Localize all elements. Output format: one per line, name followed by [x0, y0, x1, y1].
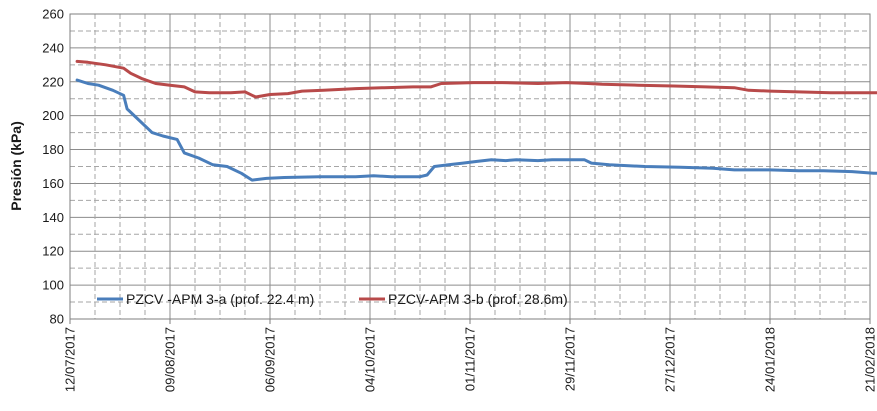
y-tick-label: 140: [42, 210, 64, 225]
y-tick-label: 80: [50, 312, 64, 327]
x-tick-label: 06/09/2017: [263, 327, 278, 392]
y-axis-title: Presión (kPa): [8, 121, 24, 210]
y-tick-label: 100: [42, 278, 64, 293]
y-tick-label: 180: [42, 142, 64, 157]
x-tick-label: 29/11/2017: [563, 327, 578, 391]
plot-area-border: [69, 13, 871, 320]
x-tick-label: 27/12/2017: [663, 327, 678, 392]
x-tick-label: 01/11/2017: [463, 327, 478, 391]
y-tick-label: 200: [42, 108, 64, 123]
y-tick-label: 220: [42, 74, 64, 89]
x-tick-label: 12/07/2017: [63, 327, 78, 392]
x-tick-label: 04/10/2017: [363, 327, 378, 392]
grid-layer: [69, 13, 871, 324]
series-layer: [75, 59, 877, 182]
x-tick-label: 24/01/2018: [763, 327, 778, 392]
x-tick-label: 09/08/2017: [163, 327, 178, 392]
series-line-1: [75, 78, 877, 182]
y-tick-label: 240: [42, 40, 64, 55]
y-tick-label: 120: [42, 244, 64, 259]
y-tick-label: 160: [42, 176, 64, 191]
legend-label-2: PZCV-APM 3-b (prof. 28.6m): [388, 291, 568, 307]
series-line-2: [75, 59, 877, 99]
legend-label-1: PZCV -APM 3-a (prof. 22.4 m): [126, 291, 314, 307]
x-tick-label: 21/02/2018: [863, 327, 877, 392]
y-tick-labels: 80 100 120 140 160 180 200 220 240 260: [42, 7, 64, 327]
x-tick-labels: 12/07/2017 09/08/2017 06/09/2017 04/10/2017…: [63, 327, 877, 392]
legend: PZCV -APM 3-a (prof. 22.4 m) PZCV-APM 3-b…: [97, 291, 568, 307]
y-tick-label: 260: [42, 7, 64, 22]
